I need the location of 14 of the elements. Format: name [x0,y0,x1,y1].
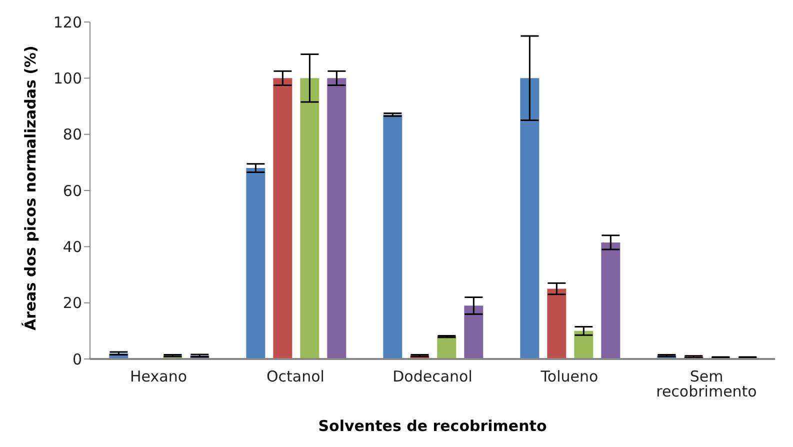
y-tick-label: 60 [62,182,82,200]
x-tick-label: Hexano [130,368,187,386]
y-axis-title: Áreas dos picos normalizadas (%) [21,46,40,330]
y-tick-label: 100 [53,69,82,88]
y-tick-label: 0 [72,350,82,368]
y-tick-label: 120 [53,13,82,32]
x-tick-label: Octanol [266,368,324,386]
x-tick-label: Tolueno [540,368,598,386]
x-tick-label: Sem recobrimento [656,368,757,401]
y-tick-label: 80 [62,126,82,144]
y-tick-label: 20 [62,294,82,312]
x-tick-label: Dodecanol [392,368,472,386]
y-tick-label: 40 [62,238,82,256]
x-axis-title: Solventes de recobrimento [318,417,547,435]
